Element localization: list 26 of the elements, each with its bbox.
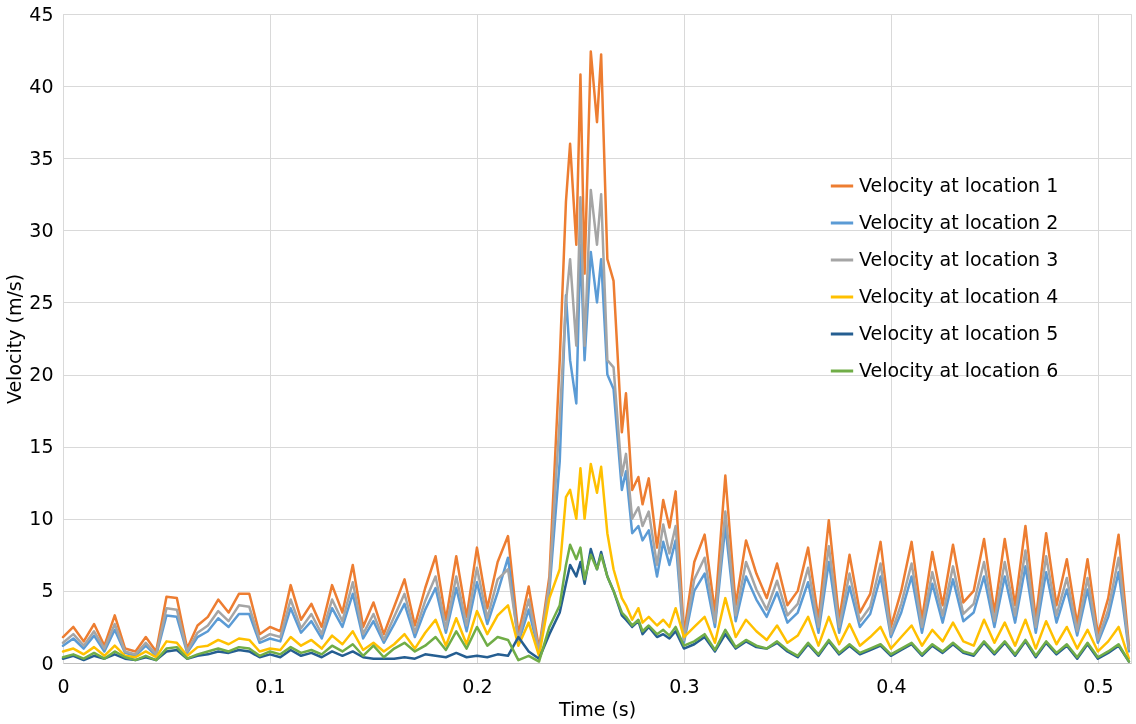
legend-label: Velocity at location 4 [859,285,1059,307]
legend-label: Velocity at location 5 [859,322,1059,344]
x-tick-label: 0.1 [255,674,286,697]
legend-label: Velocity at location 3 [859,248,1059,270]
y-tick-label: 40 [29,74,54,97]
y-tick-label: 30 [29,218,54,241]
y-tick-label: 15 [29,435,54,458]
x-axis-title: Time (s) [557,697,637,720]
x-tick-label: 0.4 [876,674,907,697]
x-tick-label: 0.3 [669,674,700,697]
x-tick-label: 0.2 [462,674,493,697]
y-tick-label: 20 [29,363,54,386]
legend-label: Velocity at location 2 [859,211,1059,233]
y-tick-label: 45 [29,2,54,25]
y-tick-label: 10 [29,507,54,530]
x-tick-label: 0 [57,674,70,697]
line-series [61,462,1131,660]
line-series [61,50,1131,653]
y-tick-label: 5 [41,579,54,602]
legend-label: Velocity at location 1 [859,174,1059,196]
legend-label: Velocity at location 6 [859,359,1059,381]
y-tick-label: 25 [29,290,54,313]
y-tick-label: 35 [29,146,54,169]
x-tick-label: 0.5 [1083,674,1114,697]
y-axis-title: Velocity (m/s) [3,273,26,405]
y-tick-label: 0 [41,651,54,674]
